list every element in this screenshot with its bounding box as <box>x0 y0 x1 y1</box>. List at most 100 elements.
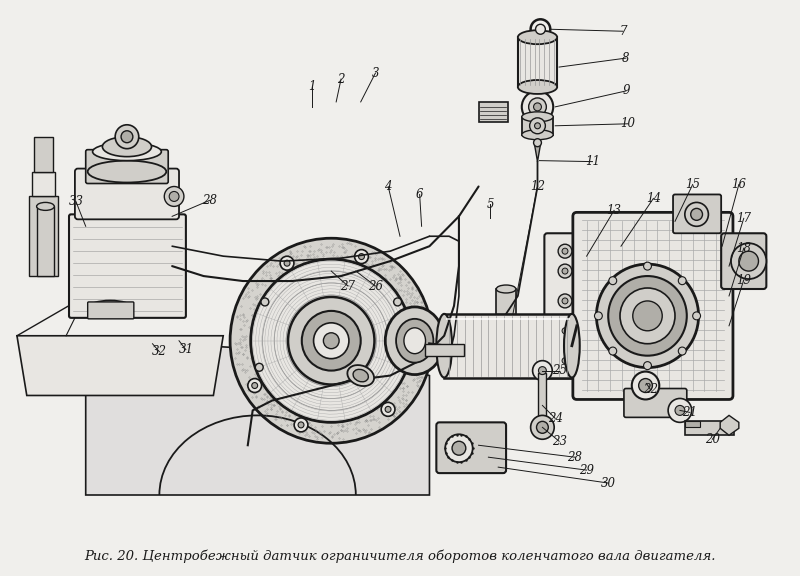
FancyBboxPatch shape <box>721 233 766 289</box>
Ellipse shape <box>347 365 374 386</box>
Circle shape <box>445 434 473 462</box>
Circle shape <box>381 403 395 416</box>
Text: 23: 23 <box>552 435 566 448</box>
Circle shape <box>690 209 702 221</box>
Bar <box>444 314 572 377</box>
Text: 4: 4 <box>385 180 392 193</box>
Text: 19: 19 <box>736 274 751 286</box>
Circle shape <box>298 422 304 428</box>
Circle shape <box>261 298 269 306</box>
Circle shape <box>562 328 568 334</box>
Ellipse shape <box>496 285 516 293</box>
Ellipse shape <box>564 314 580 377</box>
Bar <box>522 117 554 135</box>
Circle shape <box>248 378 262 392</box>
Polygon shape <box>534 145 541 162</box>
Circle shape <box>643 262 651 270</box>
Circle shape <box>609 347 617 355</box>
Circle shape <box>284 260 290 266</box>
Ellipse shape <box>396 319 434 363</box>
Circle shape <box>314 323 349 359</box>
Circle shape <box>121 131 133 143</box>
Circle shape <box>685 202 708 226</box>
Circle shape <box>385 407 391 412</box>
Circle shape <box>302 311 361 370</box>
Text: 5: 5 <box>486 198 494 211</box>
Circle shape <box>558 324 572 338</box>
Circle shape <box>668 399 692 422</box>
Text: 8: 8 <box>622 52 630 65</box>
Circle shape <box>558 264 572 278</box>
FancyBboxPatch shape <box>86 150 168 184</box>
Circle shape <box>280 256 294 270</box>
Ellipse shape <box>404 328 426 354</box>
Text: 14: 14 <box>646 192 661 205</box>
Text: 3: 3 <box>372 67 379 79</box>
Bar <box>685 422 699 427</box>
Circle shape <box>399 363 407 372</box>
Circle shape <box>529 98 546 116</box>
Text: 16: 16 <box>731 178 746 191</box>
FancyBboxPatch shape <box>573 213 733 400</box>
FancyBboxPatch shape <box>673 195 721 233</box>
Circle shape <box>558 244 572 258</box>
Text: 22: 22 <box>643 383 658 396</box>
Circle shape <box>115 125 138 149</box>
Bar <box>32 172 55 196</box>
Circle shape <box>535 24 546 34</box>
Ellipse shape <box>518 80 557 94</box>
Circle shape <box>632 372 659 400</box>
Circle shape <box>562 358 568 363</box>
Circle shape <box>252 382 258 389</box>
Ellipse shape <box>518 31 557 44</box>
Text: Рис. 20. Центробежный датчик ограничителя оборотов коленчатого вала двигателя.: Рис. 20. Центробежный датчик ограничител… <box>84 550 716 563</box>
Circle shape <box>164 187 184 206</box>
Text: 17: 17 <box>736 212 751 225</box>
Circle shape <box>643 362 651 370</box>
Circle shape <box>159 281 169 291</box>
Text: 30: 30 <box>601 476 616 490</box>
Text: 2: 2 <box>338 73 345 85</box>
Circle shape <box>522 91 554 123</box>
Text: 20: 20 <box>705 433 720 446</box>
FancyBboxPatch shape <box>544 233 585 378</box>
Text: 24: 24 <box>548 412 562 425</box>
Circle shape <box>358 253 365 260</box>
Circle shape <box>230 238 433 444</box>
Ellipse shape <box>93 143 162 161</box>
Text: 6: 6 <box>416 188 423 201</box>
Bar <box>538 373 546 420</box>
Ellipse shape <box>88 161 166 183</box>
Text: 13: 13 <box>606 204 622 217</box>
Circle shape <box>594 312 602 320</box>
Circle shape <box>562 248 568 254</box>
Circle shape <box>678 276 686 285</box>
Circle shape <box>638 378 653 392</box>
Text: 26: 26 <box>368 279 383 293</box>
Circle shape <box>75 285 86 297</box>
Text: 9: 9 <box>622 85 630 97</box>
Circle shape <box>633 301 662 331</box>
Circle shape <box>558 294 572 308</box>
Bar <box>37 206 54 276</box>
Ellipse shape <box>522 112 554 122</box>
Circle shape <box>394 298 402 306</box>
FancyBboxPatch shape <box>88 302 134 319</box>
Circle shape <box>609 276 617 285</box>
Circle shape <box>250 259 412 422</box>
Text: 28: 28 <box>202 194 217 207</box>
Circle shape <box>323 333 339 348</box>
Circle shape <box>533 361 552 381</box>
Text: 1: 1 <box>308 81 315 93</box>
Bar <box>34 137 54 172</box>
Ellipse shape <box>436 314 452 377</box>
Circle shape <box>530 415 554 439</box>
Circle shape <box>534 103 542 111</box>
Bar <box>518 37 557 87</box>
Circle shape <box>739 251 758 271</box>
Circle shape <box>534 123 541 129</box>
Circle shape <box>537 422 548 433</box>
Circle shape <box>678 347 686 355</box>
Circle shape <box>534 139 542 147</box>
Bar <box>425 344 464 355</box>
